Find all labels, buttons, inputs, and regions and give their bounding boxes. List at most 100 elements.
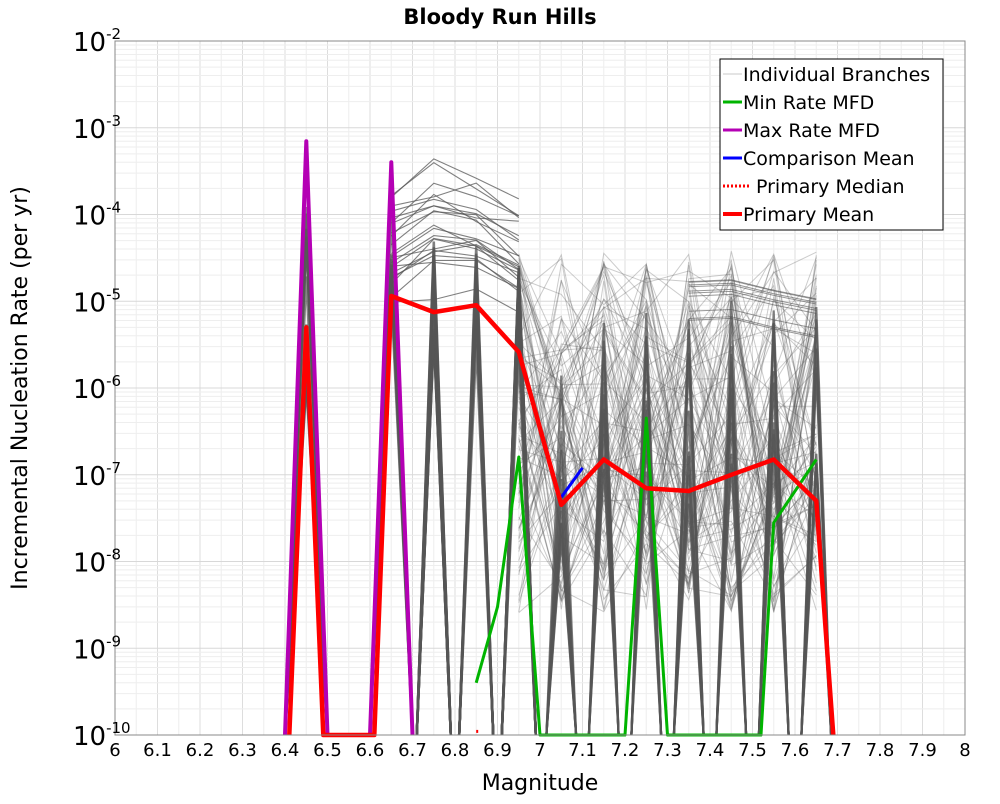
branch-line [518, 305, 817, 603]
branch-line [518, 254, 817, 528]
branch-line [457, 309, 495, 736]
branch-line [518, 284, 817, 544]
branch-line [518, 257, 817, 544]
y-tick-label: 10-6 [73, 372, 121, 405]
branch-line [518, 261, 817, 579]
branch-line [518, 273, 817, 590]
branch-line [518, 279, 817, 580]
branch-line [518, 273, 817, 609]
branch-line [688, 279, 817, 301]
branch-line [518, 346, 817, 529]
branch-line [390, 259, 520, 298]
branch-line [688, 293, 817, 314]
legend-label: Individual Branches [743, 64, 930, 86]
x-tick-label: 6 [109, 740, 120, 761]
x-tick-label: 7.3 [653, 740, 682, 761]
x-tick-labels: 6 6.1 6.2 6.3 6.4 6.5 6.6 6.7 6.8 6.9 7 7.1 7.2 7.3 7.… [109, 740, 970, 761]
branch-line [518, 263, 817, 543]
x-tick-label: 6.3 [228, 740, 257, 761]
x-axis-label: Magnitude [482, 771, 599, 796]
branch-line [518, 278, 817, 553]
x-tick-label: 6.1 [143, 740, 172, 761]
branch-line [518, 259, 817, 569]
branch-line [688, 290, 817, 311]
branch-line [518, 303, 817, 598]
branch-line [518, 283, 817, 592]
branch-line [390, 193, 520, 243]
branch-line [545, 449, 578, 736]
x-tick-label: 6.8 [441, 740, 470, 761]
branch-line [518, 251, 817, 501]
branch-line [518, 306, 817, 535]
x-tick-label: 7.5 [738, 740, 767, 761]
branch-line [518, 255, 817, 592]
series-min-rate-mfd [474, 416, 818, 737]
branch-line [688, 284, 817, 305]
branch-line [518, 279, 817, 543]
legend-box [719, 58, 944, 231]
branch-line [518, 267, 817, 555]
x-tick-label: 7.4 [696, 740, 725, 761]
branch-line [518, 257, 817, 593]
branch-line [518, 251, 817, 593]
x-tick-label: 6.9 [483, 740, 512, 761]
branch-line [518, 319, 817, 604]
branch-line [518, 262, 817, 613]
x-tick-label: 6.2 [186, 740, 215, 761]
branch-line [518, 270, 817, 613]
branch-line [518, 276, 817, 601]
branch-line [518, 262, 817, 604]
branch-line [518, 287, 817, 602]
branch-line [391, 235, 520, 270]
branch-line [518, 336, 817, 565]
branch-line [518, 282, 817, 589]
branch-line [688, 282, 817, 303]
branch-line [715, 422, 748, 736]
branch-line [518, 275, 817, 541]
branch-line [518, 301, 817, 588]
branch-line [518, 320, 817, 602]
branch-line [518, 252, 817, 572]
branch-line [518, 397, 817, 613]
branch-line [518, 269, 817, 546]
branch-line [390, 227, 520, 257]
x-tick-label: 7.7 [823, 740, 852, 761]
branch-line [518, 253, 817, 569]
legend-label: Primary Mean [743, 204, 874, 226]
x-tick-label: 6.5 [313, 740, 342, 761]
branch-line [518, 260, 817, 603]
branch-line [518, 259, 817, 572]
branch-line [518, 330, 817, 609]
branch-line [518, 274, 817, 535]
branch-line [390, 162, 520, 217]
branch-line [688, 316, 817, 337]
y-tick-label: 10-3 [73, 112, 121, 145]
branch-line [391, 182, 520, 219]
branch-line [415, 254, 453, 736]
branch-line [518, 266, 817, 594]
branch-line [391, 288, 520, 313]
branch-line [518, 312, 817, 595]
branch-line [518, 361, 817, 597]
branch-line [518, 299, 817, 589]
branch-line [390, 158, 520, 200]
branch-line [518, 378, 817, 613]
branch-line [518, 325, 817, 601]
branch-line [518, 262, 817, 596]
branch-line [391, 261, 520, 289]
branch-line [688, 317, 817, 338]
branch-line [672, 474, 705, 736]
x-tick-label: 6.7 [398, 740, 427, 761]
branch-line [518, 252, 817, 566]
branch-line [518, 254, 817, 538]
x-tick-label: 8 [959, 740, 970, 761]
branch-line [518, 266, 817, 571]
branch-line [518, 262, 817, 613]
y-tick-label: 10-9 [73, 632, 121, 665]
y-tick-label: 10-8 [73, 546, 121, 579]
branch-line [518, 277, 817, 573]
legend-label: Min Rate MFD [743, 92, 874, 114]
branch-line [518, 267, 817, 551]
branch-line [587, 408, 620, 736]
branch-line [518, 277, 817, 583]
